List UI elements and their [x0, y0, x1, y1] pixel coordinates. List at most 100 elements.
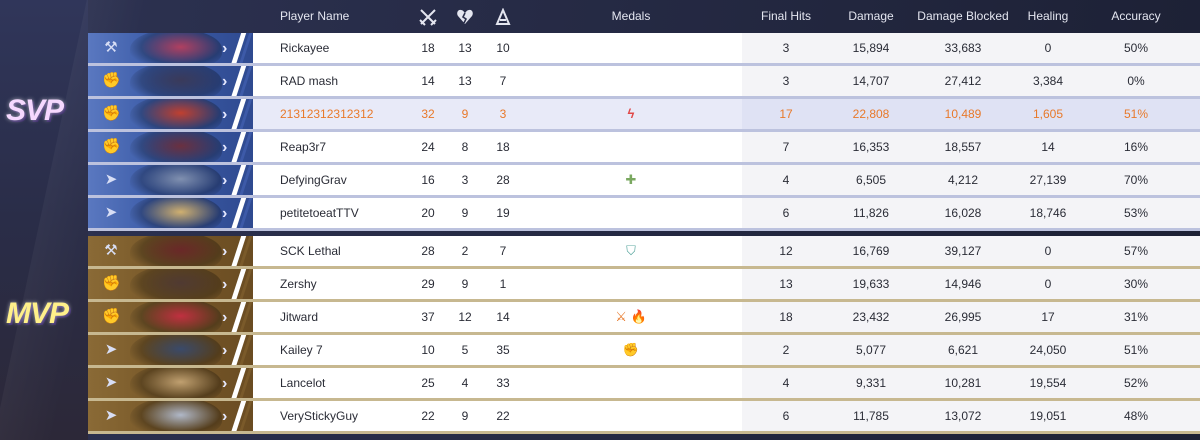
hero-avatar	[130, 368, 222, 398]
accuracy-value: 51%	[1123, 343, 1149, 357]
healing-value: 0	[1044, 244, 1052, 258]
role-icon: ➤	[104, 341, 118, 358]
hero-portrait[interactable]: ✊ ›	[88, 269, 253, 299]
healing-value: 0	[1044, 277, 1052, 291]
assists-value: 14	[496, 310, 510, 324]
kills-value: 14	[421, 74, 435, 88]
row-underline	[88, 162, 1200, 165]
player-name[interactable]: Zershy	[280, 277, 317, 291]
damage-value: 16,769	[852, 244, 890, 258]
player-row[interactable]: ➤ › Lancelot 25 4 33 4 9,331 10,281 19,554 52%	[88, 368, 1200, 401]
player-name[interactable]: RAD mash	[280, 74, 339, 88]
player-name[interactable]: Rickayee	[280, 41, 330, 55]
final-hits-value: 6	[782, 206, 790, 220]
final-hits-value: 12	[779, 244, 793, 258]
player-row[interactable]: ➤ › VeryStickyGuy 22 9 22 6 11,785 13,072 19,051 4…	[88, 401, 1200, 434]
damage-value: 23,432	[852, 310, 890, 324]
player-name[interactable]: VeryStickyGuy	[280, 409, 359, 423]
row-background	[88, 33, 1200, 63]
hero-portrait[interactable]: ➤ ›	[88, 165, 253, 195]
player-row[interactable]: ✊ › 21312312312312 32 9 3 17 22,808 10,489 1,605 5…	[88, 99, 1200, 132]
broken-heart-icon	[457, 9, 473, 24]
hero-avatar	[130, 401, 222, 431]
hero-portrait[interactable]: ➤ ›	[88, 401, 253, 431]
player-row[interactable]: ➤ › DefyingGrav 16 3 28 4 6,505 4,212 27,139 70% ✚	[88, 165, 1200, 198]
player-row[interactable]: ⚒ › Rickayee 18 13 10 3 15,894 33,683 0 50%	[88, 33, 1200, 66]
final-hits-value: 17	[779, 107, 793, 121]
player-row[interactable]: ✊ › Reap3r7 24 8 18 7 16,353 18,557 14 16%	[88, 132, 1200, 165]
damage-value: 6,505	[855, 173, 887, 187]
hero-portrait[interactable]: ➤ ›	[88, 368, 253, 398]
medal-icon: ⚔ 🔥	[615, 309, 647, 324]
healing-value: 27,139	[1029, 173, 1067, 187]
kills-value: 32	[421, 107, 435, 121]
damage-value: 11,785	[853, 409, 889, 423]
final-hits-value: 6	[782, 409, 790, 423]
hero-portrait[interactable]: ✊ ›	[88, 66, 253, 96]
row-underline	[88, 365, 1200, 368]
row-underline	[88, 398, 1200, 401]
role-icon: ✊	[102, 105, 121, 122]
chevron-right-icon: ›	[222, 40, 228, 57]
player-name[interactable]: Jitward	[280, 310, 319, 324]
damage-blocked-value: 18,557	[944, 140, 982, 154]
final-hits-value: 13	[779, 277, 793, 291]
healing-value: 17	[1041, 310, 1055, 324]
assists-value: 35	[496, 343, 510, 357]
hero-avatar	[130, 236, 222, 266]
medal-icon: ⛉	[626, 243, 636, 258]
player-name[interactable]: DefyingGrav	[280, 173, 347, 187]
row-underline	[88, 266, 1200, 269]
hero-portrait[interactable]: ✊ ›	[88, 99, 253, 129]
assists-value: 7	[499, 244, 507, 258]
damage-blocked-value: 13,072	[944, 409, 982, 423]
assists-value: 33	[496, 376, 510, 390]
damage-blocked-value: 10,281	[944, 376, 982, 390]
player-name[interactable]: Reap3r7	[280, 140, 327, 154]
player-row[interactable]: ➤ › Kailey 7 10 5 35 2 5,077 6,621 24,050 51% ✊	[88, 335, 1200, 368]
hero-portrait[interactable]: ➤ ›	[88, 198, 253, 228]
player-name[interactable]: Lancelot	[280, 376, 326, 390]
accuracy-value: 51%	[1123, 107, 1149, 121]
header-damage: Damage	[848, 9, 894, 23]
deaths-value: 8	[461, 140, 469, 154]
hero-portrait[interactable]: ⚒ ›	[88, 236, 253, 266]
deaths-value: 9	[461, 206, 469, 220]
hero-portrait[interactable]: ⚒ ›	[88, 33, 253, 63]
player-name[interactable]: 21312312312312	[280, 107, 374, 121]
row-underline	[88, 129, 1200, 132]
header-accuracy: Accuracy	[1111, 9, 1161, 23]
chevron-right-icon: ›	[222, 375, 228, 392]
row-underline	[88, 96, 1200, 99]
accuracy-value: 30%	[1123, 277, 1149, 291]
role-icon: ⚒	[104, 39, 118, 56]
damage-value: 22,808	[852, 107, 890, 121]
header-final-hits: Final Hits	[760, 9, 812, 23]
accuracy-value: 52%	[1123, 376, 1149, 390]
player-name[interactable]: Kailey 7	[280, 343, 323, 357]
final-hits-value: 3	[782, 74, 790, 88]
player-name[interactable]: petitetoeatTTV	[280, 206, 359, 220]
hero-avatar	[130, 33, 222, 63]
hero-portrait[interactable]: ✊ ›	[88, 302, 253, 332]
player-row[interactable]: ➤ › petitetoeatTTV 20 9 19 6 11,826 16,028 18,746…	[88, 198, 1200, 231]
hero-portrait[interactable]: ✊ ›	[88, 132, 253, 162]
row-background	[88, 99, 1200, 129]
kills-value: 10	[421, 343, 435, 357]
accuracy-value: 57%	[1123, 244, 1149, 258]
chevron-right-icon: ›	[222, 342, 228, 359]
hero-avatar	[130, 99, 222, 129]
player-row[interactable]: ✊ › Jitward 37 12 14 18 23,432 26,995 17 31% ⚔ 🔥	[88, 302, 1200, 335]
deaths-value: 13	[458, 41, 472, 55]
deaths-value: 9	[461, 107, 469, 121]
row-underline	[88, 63, 1200, 66]
hero-portrait[interactable]: ➤ ›	[88, 335, 253, 365]
player-name[interactable]: SCK Lethal	[280, 244, 341, 258]
player-row[interactable]: ✊ › RAD mash 14 13 7 3 14,707 27,412 3,384 0%	[88, 66, 1200, 99]
player-row[interactable]: ✊ › Zershy 29 9 1 13 19,633 14,946 0 30%	[88, 269, 1200, 302]
row-underline	[88, 332, 1200, 335]
damage-blocked-value: 16,028	[944, 206, 982, 220]
player-row[interactable]: ⚒ › SCK Lethal 28 2 7 12 16,769 39,127 0 57% ⛉	[88, 236, 1200, 269]
chevron-right-icon: ›	[222, 139, 228, 156]
side-banner	[0, 0, 88, 440]
